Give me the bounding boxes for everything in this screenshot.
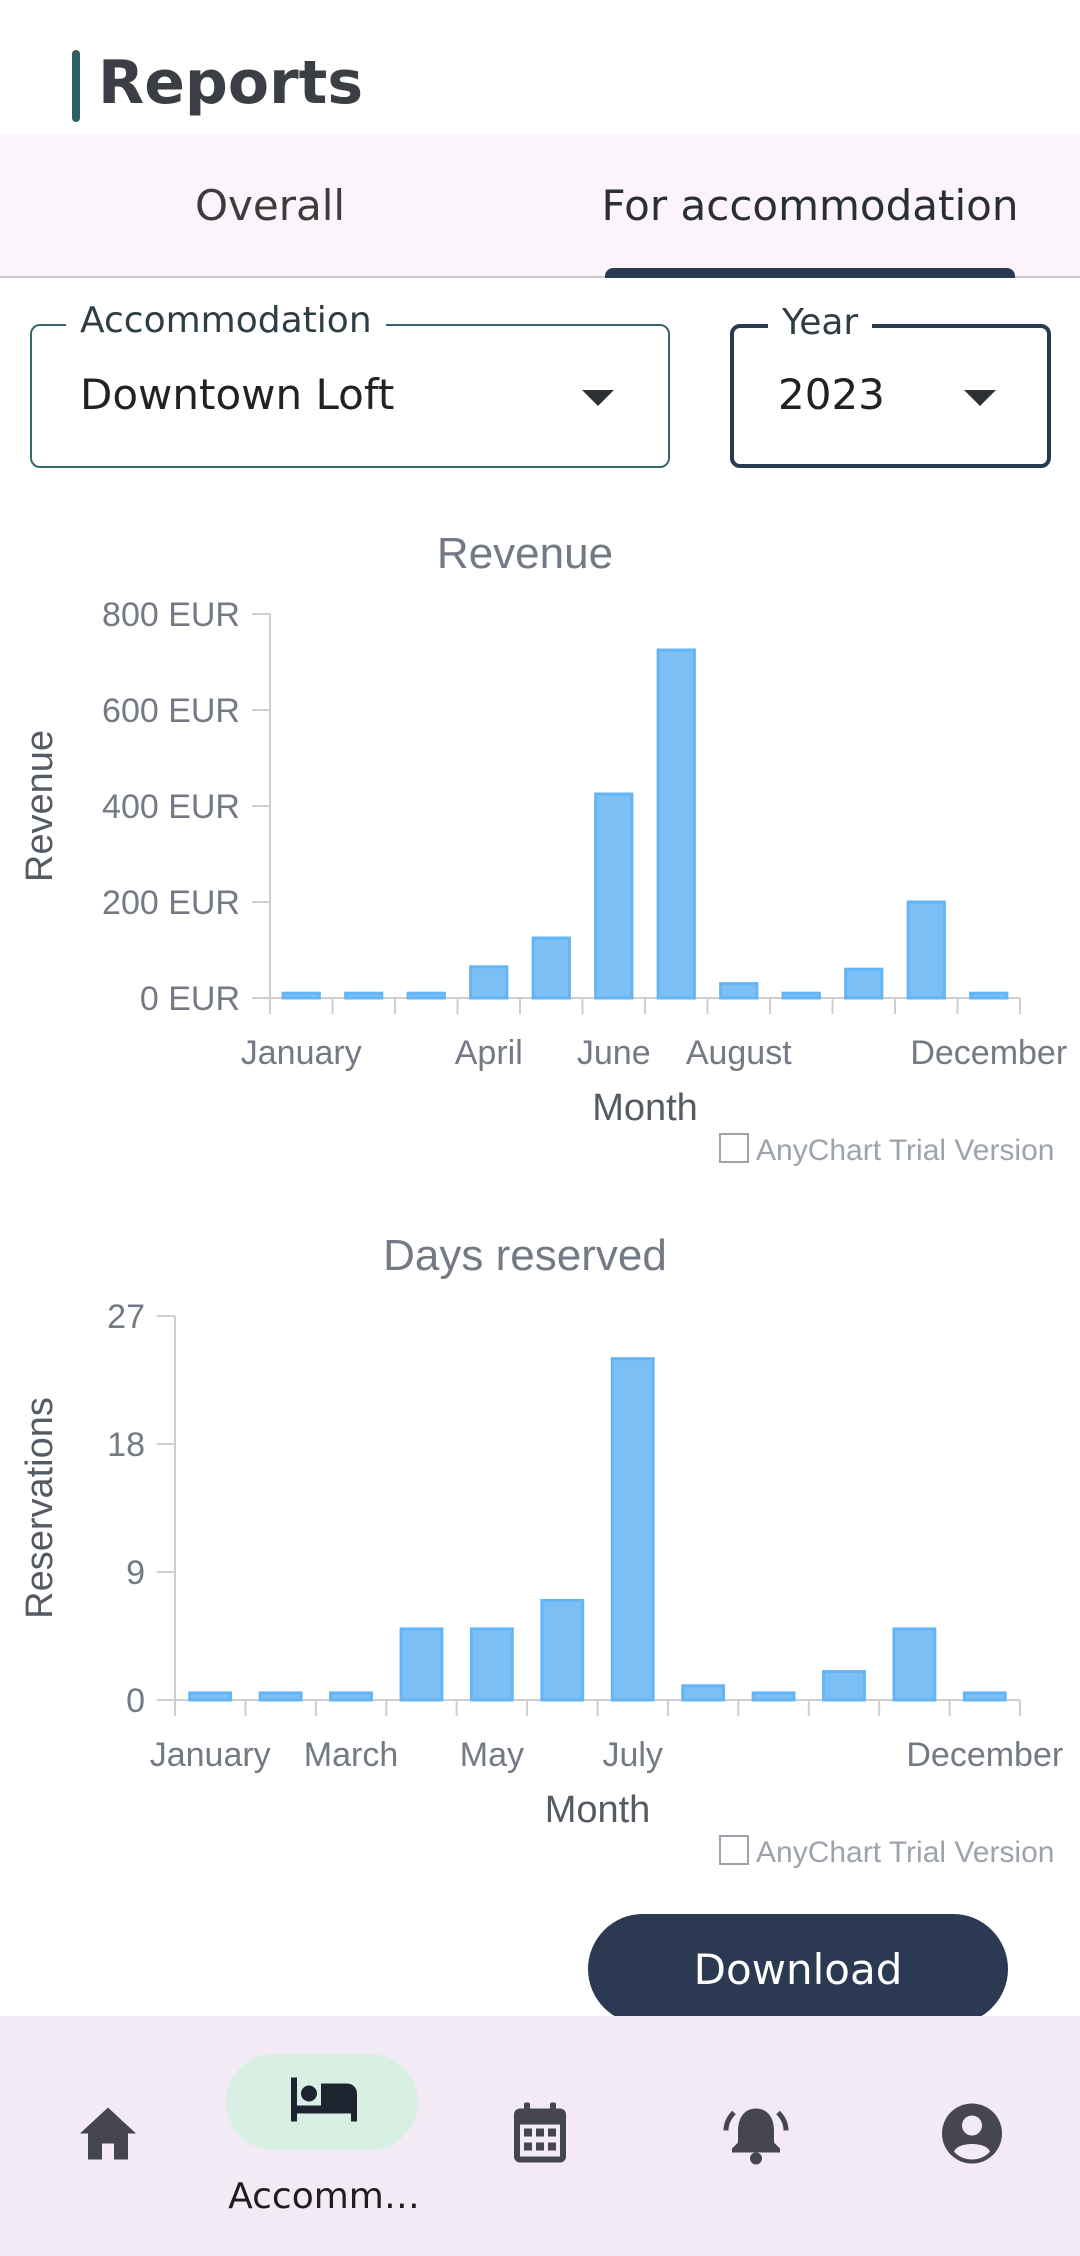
- accommodation-select[interactable]: Accommodation Downtown Loft: [30, 300, 670, 468]
- bar-june: [540, 1598, 585, 1702]
- x-tick-label: June: [577, 1034, 651, 1072]
- x-tick-label: December: [910, 1034, 1067, 1072]
- bar-february: [258, 1691, 303, 1702]
- tab-overall[interactable]: Overall: [194, 180, 346, 230]
- bar-april: [399, 1627, 444, 1702]
- x-axis-title: Month: [592, 1087, 698, 1129]
- dropdown-arrow-icon: [582, 390, 614, 406]
- chart-watermark: AnyChart Trial Version: [756, 1134, 1054, 1167]
- bed-icon: [289, 2076, 359, 2129]
- chart-title: Revenue: [437, 529, 613, 578]
- active-tab-indicator: [605, 268, 1015, 278]
- y-tick-label: 9: [126, 1554, 145, 1592]
- anychart-logo-icon: [719, 1133, 749, 1163]
- x-tick-label: March: [304, 1736, 398, 1774]
- x-tick-label: July: [602, 1736, 662, 1774]
- nav-label-accommodations: Accomm…: [228, 2176, 420, 2217]
- y-axis-title: Revenue: [19, 730, 61, 882]
- revenue-chart-svg: Revenue 800 EUR 600 EUR 400 EUR 200 EUR 0 EUR…: [19, 529, 1067, 1167]
- nav-item-profile[interactable]: [864, 2016, 1080, 2256]
- tab-for-accommodation[interactable]: For accommodation: [601, 180, 1019, 230]
- chart-title: Days reserved: [383, 1231, 667, 1280]
- year-select-label: Year: [768, 302, 873, 343]
- bar-august: [719, 982, 759, 1000]
- y-tick-label: 200 EUR: [102, 884, 240, 922]
- y-tick-label: 27: [107, 1298, 145, 1336]
- y-tick-label: 18: [107, 1426, 145, 1464]
- x-tick-label: May: [460, 1736, 524, 1774]
- bar-september: [781, 991, 821, 1000]
- calendar-icon: [512, 2102, 568, 2170]
- bar-may: [531, 936, 571, 1000]
- bar-july: [610, 1357, 655, 1702]
- x-tick-label: April: [455, 1034, 523, 1072]
- anychart-logo-icon: [719, 1835, 749, 1865]
- x-tick-label: January: [150, 1736, 271, 1774]
- bar-june: [594, 792, 634, 1000]
- bar-december: [962, 1691, 1007, 1702]
- dropdown-arrow-icon: [964, 390, 996, 406]
- y-tick-label: 0: [126, 1682, 145, 1720]
- y-tick-label: 600 EUR: [102, 692, 240, 730]
- x-tick-label: August: [686, 1034, 792, 1072]
- title-accent-bar: [72, 50, 80, 122]
- bar-august: [681, 1684, 726, 1702]
- accommodation-select-value: Downtown Loft: [80, 370, 395, 419]
- days-reserved-chart: Days reserved 27 18 9 0 January March May July De…: [0, 1222, 1080, 1882]
- x-tick-label: December: [906, 1736, 1063, 1774]
- bar-october: [822, 1670, 866, 1702]
- bar-december: [969, 991, 1009, 1000]
- x-tick-label: January: [241, 1034, 362, 1072]
- bar-january: [281, 991, 321, 1000]
- revenue-chart: Revenue 800 EUR 600 EUR 400 EUR 200 EUR 0 EUR…: [0, 520, 1080, 1180]
- bar-october: [844, 967, 884, 1000]
- nav-item-home[interactable]: [0, 2016, 216, 2256]
- bar-march: [406, 991, 446, 1000]
- x-axis-title: Month: [545, 1789, 651, 1831]
- bar-september: [751, 1691, 796, 1702]
- y-tick-label: 0 EUR: [140, 980, 240, 1018]
- bell-icon: [722, 2103, 790, 2170]
- year-select-value: 2023: [778, 370, 885, 419]
- report-tabs: Overall For accommodation: [0, 134, 1080, 278]
- nav-item-notifications[interactable]: [648, 2016, 864, 2256]
- bar-april: [469, 965, 509, 1000]
- bar-january: [188, 1691, 233, 1702]
- home-icon: [76, 2104, 140, 2169]
- account-icon: [940, 2102, 1004, 2171]
- y-axis-title: Reservations: [19, 1397, 61, 1619]
- bar-november: [906, 900, 946, 1000]
- y-tick-label: 800 EUR: [102, 596, 240, 634]
- bar-march: [329, 1691, 373, 1702]
- chart-watermark: AnyChart Trial Version: [756, 1836, 1054, 1869]
- year-select[interactable]: Year 2023: [730, 302, 1051, 468]
- y-tick-label: 400 EUR: [102, 788, 240, 826]
- app-header: Reports: [0, 0, 1080, 134]
- bottom-navigation: Accomm…: [0, 2016, 1080, 2256]
- bar-may: [469, 1627, 514, 1702]
- accommodation-select-label: Accommodation: [66, 300, 386, 341]
- bar-july: [656, 648, 696, 1000]
- download-button[interactable]: Download: [588, 1914, 1008, 2024]
- bar-november: [892, 1627, 937, 1702]
- nav-item-accommodations[interactable]: Accomm…: [216, 2016, 432, 2256]
- page-title: Reports: [98, 48, 364, 118]
- nav-item-calendar[interactable]: [432, 2016, 648, 2256]
- bar-february: [344, 991, 384, 1000]
